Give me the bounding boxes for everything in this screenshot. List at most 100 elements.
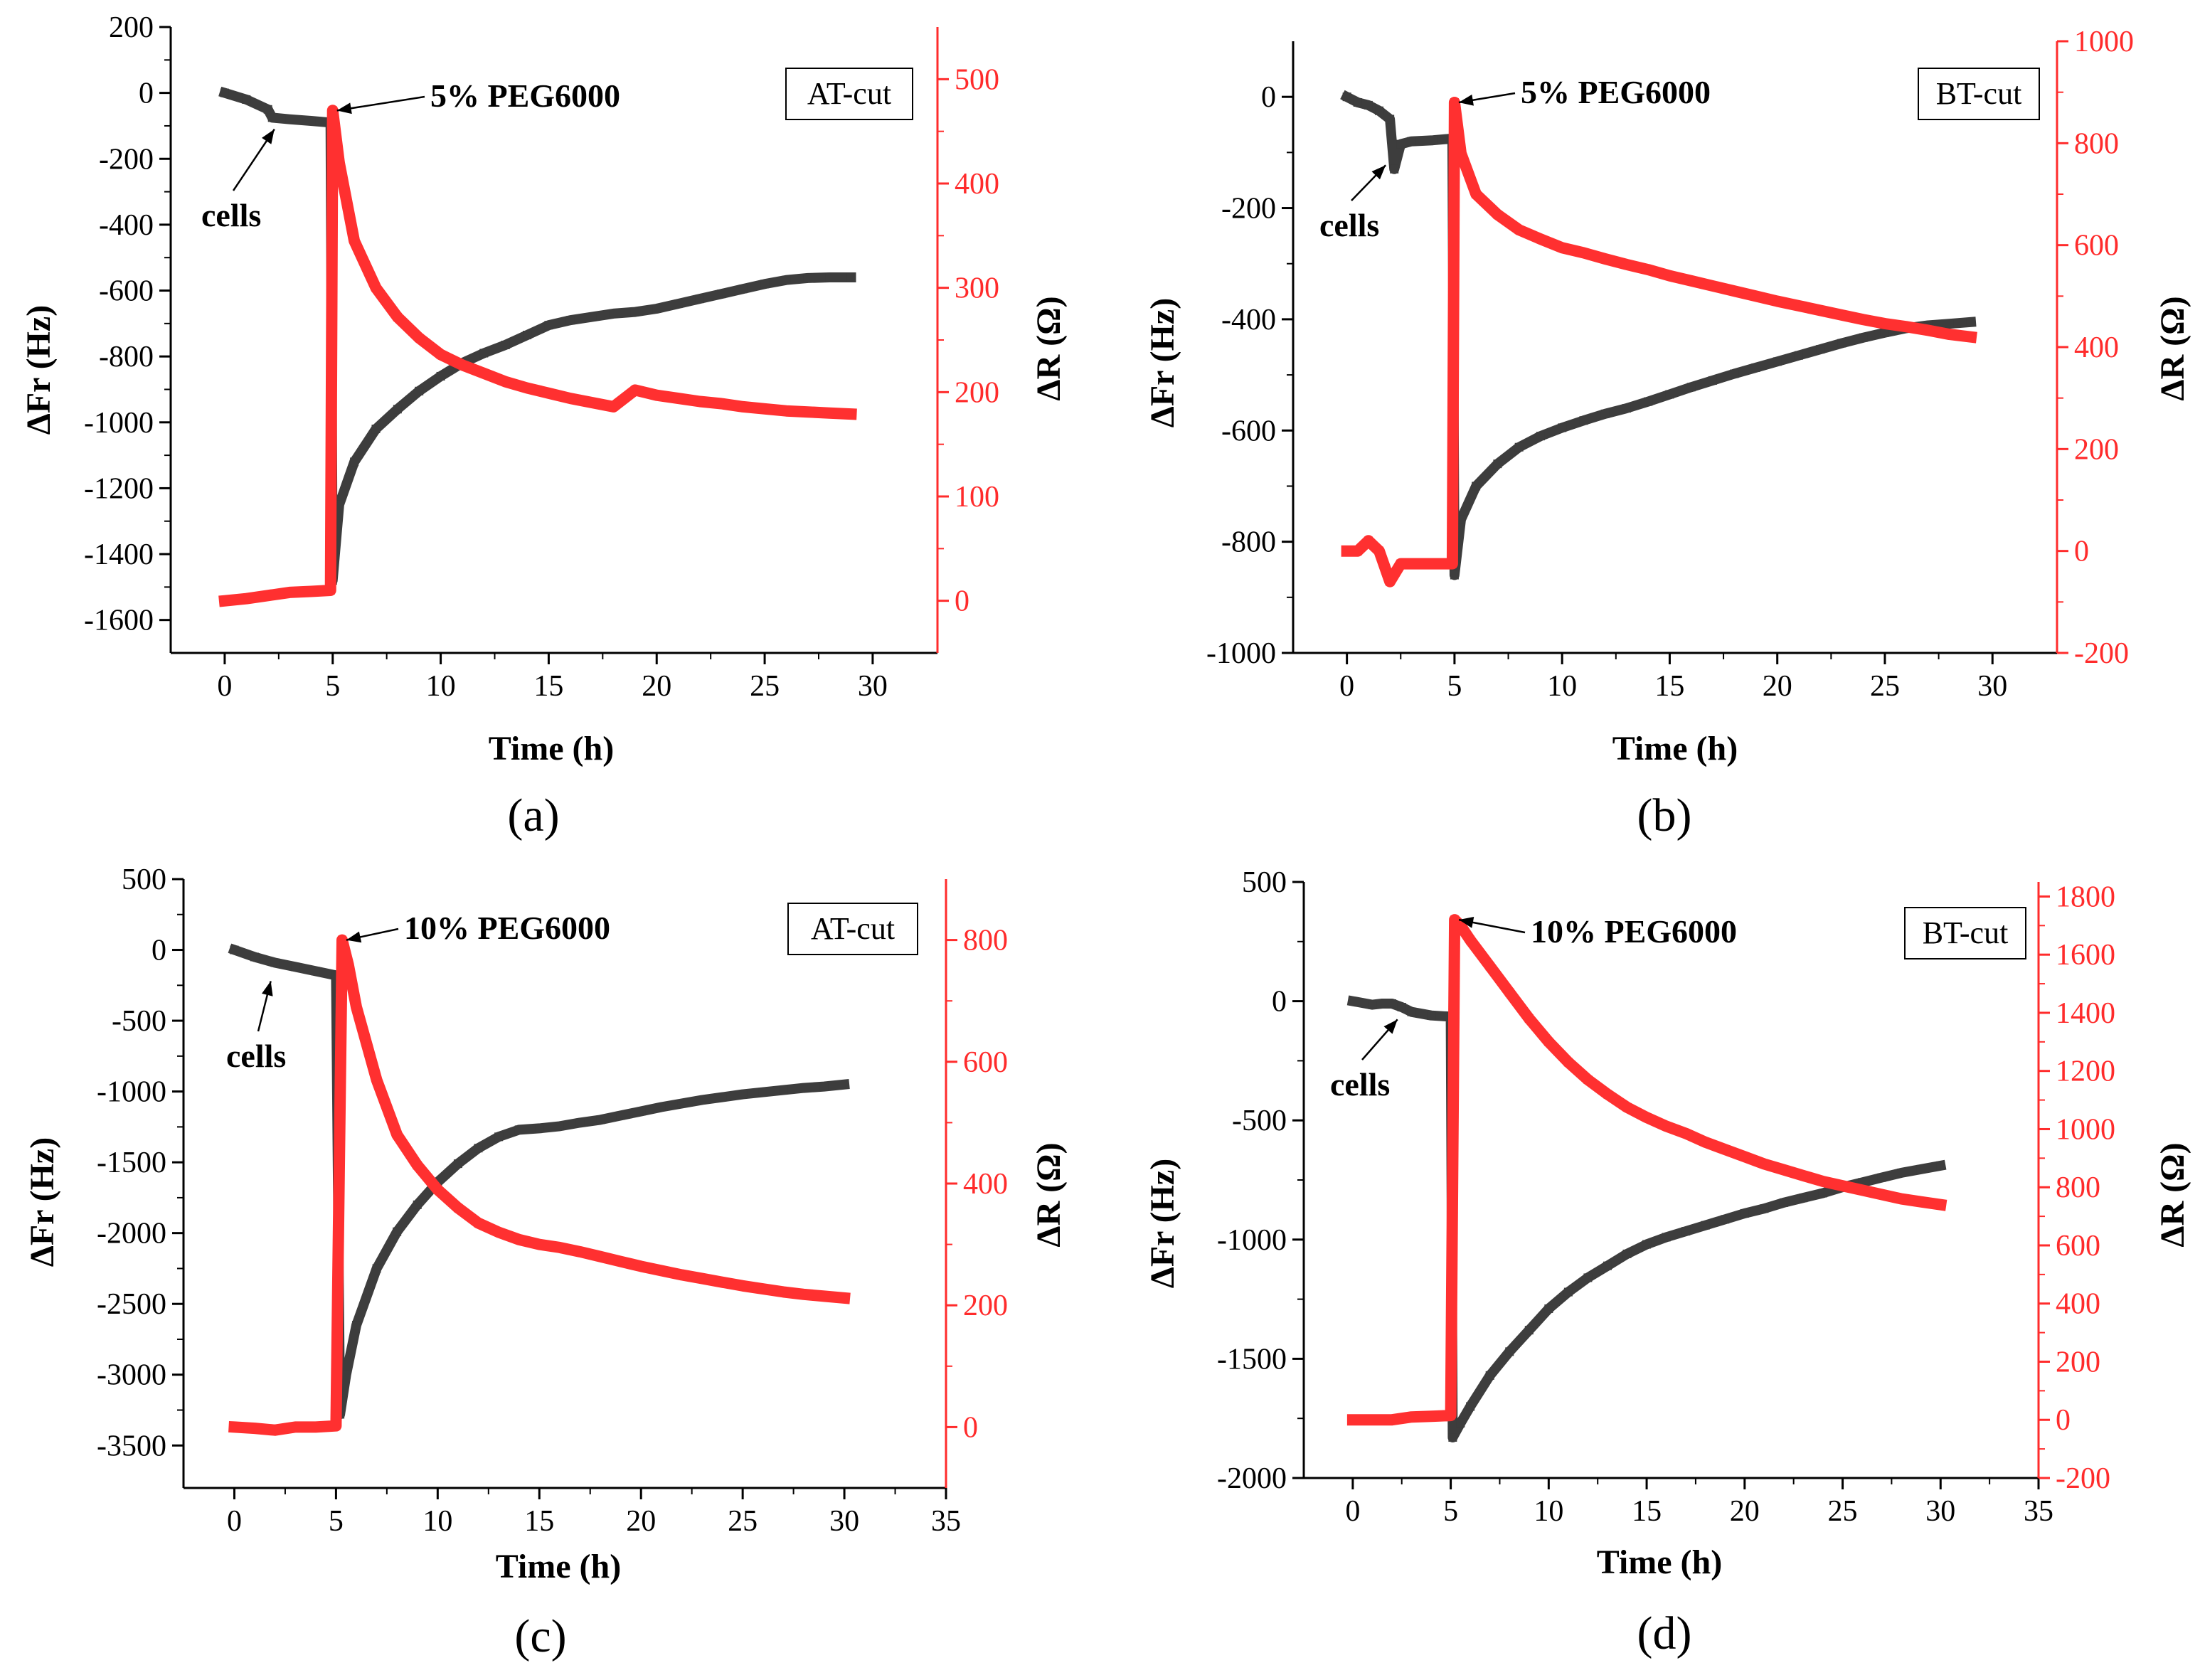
panel-c-series-dfr-point xyxy=(718,1092,727,1102)
panel-d-series-dfr-point xyxy=(1448,1433,1457,1442)
panel-a-series-dfr-point xyxy=(760,280,770,289)
panel-d-x-tick-label: 15 xyxy=(1632,1495,1662,1528)
panel-c-series-dfr-point xyxy=(575,1118,585,1127)
panel-d-series-dr-point xyxy=(1701,1137,1710,1147)
panel-d-series-dr-point xyxy=(1838,1181,1847,1191)
panel-b-x-tick-label: 15 xyxy=(1654,670,1684,703)
panel-a-y-right-tick-label: 300 xyxy=(955,272,999,305)
panel-c-series-dr-point xyxy=(474,1218,483,1228)
panel-b-series-dfr-point xyxy=(1407,137,1416,146)
panel-a-y-left-tick-label: -1600 xyxy=(84,605,154,637)
panel-d-xlabel: Time (h) xyxy=(1597,1543,1722,1581)
panel-d-y-left-tick-label: -1500 xyxy=(1217,1343,1287,1376)
panel-a-series-dr-point xyxy=(609,402,618,411)
panel-c-x-tick-label: 15 xyxy=(524,1505,554,1538)
panel-d-series-dr-point xyxy=(1721,1145,1730,1154)
panel-d-series-dfr-point xyxy=(1877,1173,1886,1182)
panel-d-series-dfr-point xyxy=(1818,1189,1827,1198)
panel-a-series-dr-point xyxy=(565,394,575,403)
panel-a-y-left-tick-label: -600 xyxy=(99,275,154,308)
panel-d-series-dr-point xyxy=(1407,1413,1416,1422)
panel-d-series-dfr-point xyxy=(1721,1215,1730,1224)
panel-b-series-dfr-point xyxy=(1773,357,1782,366)
panel-b-series-dr-point xyxy=(1600,255,1610,264)
panel-c-series-dr-point xyxy=(494,1228,504,1237)
panel-d-series-dr-point xyxy=(1916,1197,1925,1206)
panel-a-series-dr-point xyxy=(782,406,791,415)
panel-a-x-tick-label: 25 xyxy=(750,670,780,703)
panel-a-series-dfr-point xyxy=(825,273,834,282)
panel-d-series-dr-point xyxy=(1524,1014,1534,1024)
panel-c-injection-label: 10% PEG6000 xyxy=(404,910,610,946)
panel-b-cut-label: BT-cut xyxy=(1936,76,2022,111)
panel-c-series-dr-point xyxy=(514,1235,524,1244)
panel-d-y-right-tick-label: 600 xyxy=(2056,1230,2100,1262)
panel-b-series-dr-point xyxy=(1579,248,1588,257)
panel-c-y-left-tick-label: -500 xyxy=(112,1005,166,1038)
panel-b-series-dr-point xyxy=(1407,559,1416,568)
panel-d-series-dfr-point xyxy=(1897,1168,1906,1177)
panel-d-series-dfr-point xyxy=(1760,1204,1769,1213)
panel-b-x-tick-label: 25 xyxy=(1870,670,1900,703)
panel-b-cells-label: cells xyxy=(1319,207,1379,243)
panel-a-series-dr-point xyxy=(328,106,337,115)
panel-d-series-dfr-point xyxy=(1427,1011,1436,1020)
panel-a-series-dfr-point xyxy=(350,457,359,467)
panel-b: 0 5 10 15 20 25 30 -1000 -800 -600 -400 -200 0 -200 0 2… xyxy=(1144,26,2191,841)
panel-b-injection-arrow-head xyxy=(1458,94,1474,106)
panel-a-series-dfr-point xyxy=(523,331,532,340)
panel-d-y-right-tick-label: 1400 xyxy=(2056,997,2115,1030)
panel-c-series-dfr-point xyxy=(453,1159,462,1169)
panel-b-series-dfr-point xyxy=(1880,328,1889,337)
panel-a-series-dr-point xyxy=(436,350,445,359)
panel-a-series-dfr-point xyxy=(267,113,277,122)
panel-c-series-dr-point xyxy=(230,1423,239,1432)
panel-a-series-dfr-point xyxy=(479,349,489,358)
panel-d-series-dr-point xyxy=(1368,1415,1377,1425)
panel-b-x-tick-label: 20 xyxy=(1763,670,1792,703)
panel-c-series-dr-point xyxy=(453,1203,462,1213)
panel-c-x-tick-label: 0 xyxy=(227,1505,242,1538)
panel-d-x-tick-label: 25 xyxy=(1828,1495,1858,1528)
panel-b-y-left-tick-label: 0 xyxy=(1261,81,1276,114)
panel-b-series-dfr-point xyxy=(1450,570,1459,580)
panel-d-cut-box xyxy=(1904,907,2026,959)
panel-c-y-right-tick-label: 800 xyxy=(963,925,1008,957)
panel-d-cells-label: cells xyxy=(1330,1066,1390,1102)
panel-c-xlabel: Time (h) xyxy=(496,1548,621,1585)
panel-d-series-dr-point xyxy=(1897,1194,1906,1203)
panel-a-y-left-tick-label: -800 xyxy=(99,341,154,373)
panel-c-y-left-tick-label: -1500 xyxy=(97,1147,166,1179)
panel-c-series-dfr-point xyxy=(677,1099,686,1108)
panel-a-series-dr-point xyxy=(307,587,316,596)
panel-a-series-dfr-point xyxy=(609,309,618,318)
panel-d-series-dfr-point xyxy=(1407,1007,1416,1016)
panel-b-series-dr-point xyxy=(1342,546,1351,555)
panel-b-series-dfr-point xyxy=(1456,515,1465,524)
panel-c-label: (c) xyxy=(514,1610,566,1662)
panel-b-series-dfr-point xyxy=(1622,404,1631,413)
panel-d-series-dfr-point xyxy=(1368,1000,1377,1009)
panel-b-series-dfr-point xyxy=(1644,397,1653,406)
panel-b-y-right-tick-label: 800 xyxy=(2074,127,2119,160)
panel-c-y-left-tick-label: -3500 xyxy=(97,1430,166,1462)
panel-b-y-left-tick-label: -800 xyxy=(1221,526,1276,559)
panel-a-y-left-tick-label: -1000 xyxy=(84,407,154,440)
panel-a-y-right-tick-label: 400 xyxy=(955,168,999,201)
panel-b-series-dr-point xyxy=(1493,210,1502,219)
panel-c-series-dr-point xyxy=(393,1130,402,1139)
panel-c-series-dfr-point xyxy=(230,945,239,955)
panel-a-y-left-tick-label: 0 xyxy=(139,78,154,110)
panel-b-series-dr-point xyxy=(1730,287,1739,296)
panel-c-series-dfr-point xyxy=(250,952,260,962)
panel-c-ylabel-left: ΔFr (Hz) xyxy=(23,1137,61,1267)
panel-c-series-dfr-point xyxy=(738,1090,748,1099)
panel-c-y-left-tick-label: 500 xyxy=(122,863,166,896)
panel-c-x-tick-label: 10 xyxy=(423,1505,452,1538)
panel-c-x-tick-label: 30 xyxy=(829,1505,859,1538)
panel-d-series-dr-point xyxy=(1387,1415,1396,1425)
panel-c-cells-label: cells xyxy=(226,1038,286,1074)
panel-a-series-dr-point xyxy=(285,588,294,597)
panel-d-series-dfr-point xyxy=(1456,1418,1465,1428)
panel-b-series-dfr-point xyxy=(1364,100,1373,110)
